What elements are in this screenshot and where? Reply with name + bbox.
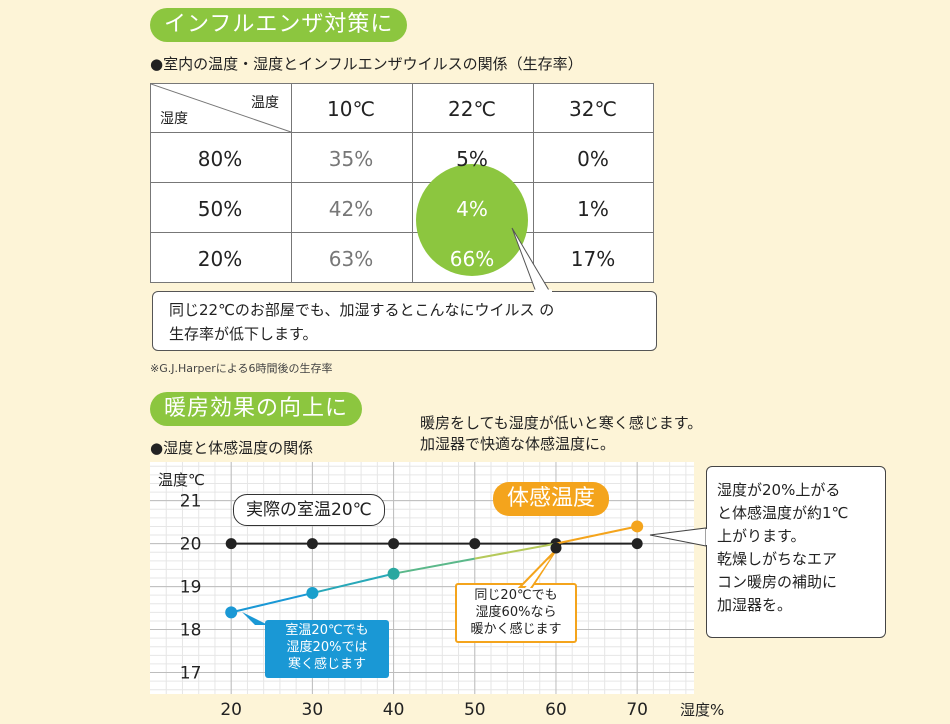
side-note-line-2: と体感温度が約1℃	[717, 504, 849, 522]
actual-temp-point	[631, 538, 643, 550]
side-note-line-6: 加湿器を。	[717, 596, 793, 614]
x-tick-label: 70	[626, 700, 648, 720]
sensed-temp-point	[387, 567, 400, 580]
y-tick-label: 21	[180, 492, 202, 512]
actual-temp-point	[225, 538, 237, 550]
sensed-temp-point	[631, 520, 644, 533]
row-humidity-20: 20%	[197, 247, 243, 271]
cell-50-22: 4%	[456, 197, 488, 221]
actual-temp-point	[469, 538, 481, 550]
section-title-heating: 暖房効果の向上に	[150, 392, 363, 426]
col-header-10: 10℃	[327, 97, 375, 121]
sensed-temp-segment	[312, 572, 394, 595]
col-header-22: 22℃	[448, 97, 496, 121]
humidity-callout: 同じ22℃のお部屋でも、加湿するとこんなにウイルス の 生存率が低下します。	[152, 291, 657, 351]
cell-80-22: 5%	[456, 147, 488, 171]
row-humidity-50: 50%	[197, 197, 243, 221]
side-note: 湿度が20%上がる と体感温度が約1℃ 上がります。 乾燥しがちなエア コン暖房…	[706, 466, 886, 638]
x-tick-label: 30	[301, 700, 324, 720]
orange-note-line-1: 同じ20℃でも	[474, 588, 558, 603]
intro-line-2: 加湿器で快適な体感温度に。	[420, 435, 616, 453]
x-tick-label: 40	[382, 700, 405, 720]
y-tick-label: 20	[180, 535, 202, 555]
corner-temp-label: 温度	[251, 95, 279, 111]
blue-note-line-3: 寒く感じます	[287, 657, 366, 672]
intro-line-1: 暖房をしても湿度が低いと寒く感じます。	[420, 414, 703, 432]
sensed-temp-segment	[474, 542, 557, 560]
callout-line-2: 生存率が低下します。	[169, 325, 318, 343]
orange-note-line-2: 湿度60%なら	[475, 605, 557, 620]
side-note-line-3: 上がります。	[717, 527, 806, 545]
chart-caption: ●湿度と体感温度の関係	[150, 439, 314, 457]
sensed-temp-point	[306, 587, 319, 600]
y-axis-label: 温度℃	[158, 471, 205, 489]
cell-50-10: 42%	[328, 197, 374, 221]
orange-note: 同じ20℃でも 湿度60%なら 暖かく感じます	[455, 583, 577, 643]
orange-note-line-3: 暖かく感じます	[470, 622, 562, 637]
blue-note-line-1: 室温20℃でも	[285, 623, 369, 638]
x-tick-label: 50	[463, 700, 486, 720]
sensed-temp-segment	[555, 525, 638, 545]
highlight-circle	[416, 164, 528, 276]
sensed-temp-point	[225, 606, 238, 619]
cell-20-22: 66%	[449, 247, 495, 271]
sensed-temp-segment	[230, 592, 313, 614]
col-header-32: 32℃	[569, 97, 617, 121]
cell-20-10: 63%	[328, 247, 374, 271]
blue-note-line-2: 湿度20%では	[286, 640, 368, 655]
side-note-line-5: コン暖房の補助に	[717, 573, 838, 591]
actual-temp-point	[306, 538, 318, 550]
cell-50-32: 1%	[577, 197, 609, 221]
section-title-influenza: インフルエンザ対策に	[150, 8, 408, 42]
actual-temp-bubble: 実際の室温20℃	[233, 494, 385, 526]
survival-rate-table	[150, 83, 654, 283]
actual-temp-point	[388, 538, 400, 550]
sensed-temp-label: 体感温度	[493, 482, 610, 516]
y-tick-label: 19	[180, 578, 202, 598]
side-note-line-4: 乾燥しがちなエア	[717, 550, 838, 568]
footnote: ※G.J.Harperによる6時間後の生存率	[150, 362, 333, 375]
cell-80-10: 35%	[328, 147, 374, 171]
cell-80-32: 0%	[577, 147, 609, 171]
x-tick-label: 60	[545, 700, 567, 720]
sensed-temp-segment	[393, 557, 475, 575]
x-tick-label: 20	[220, 700, 242, 720]
corner-diagonal	[151, 84, 292, 133]
y-tick-label: 17	[180, 664, 202, 684]
row-humidity-80: 80%	[197, 147, 243, 171]
blue-note: 室温20℃でも 湿度20%では 寒く感じます	[265, 620, 389, 678]
callout-line-1: 同じ22℃のお部屋でも、加湿するとこんなにウイルス の	[169, 301, 555, 319]
table-caption: ●室内の温度・湿度とインフルエンザウイルスの関係（生存率）	[150, 55, 583, 73]
x-axis-label: 湿度%	[680, 701, 725, 719]
side-note-line-1: 湿度が20%上がる	[717, 481, 841, 499]
y-tick-label: 18	[180, 621, 202, 641]
chart-svg: 17 18 19 20 21 温度℃	[150, 462, 694, 694]
sensed-temperature-chart: 17 18 19 20 21 温度℃	[150, 462, 694, 694]
corner-humidity-label: 湿度	[160, 111, 188, 127]
callout-pointer	[511, 227, 552, 293]
cell-20-32: 17%	[570, 247, 616, 271]
